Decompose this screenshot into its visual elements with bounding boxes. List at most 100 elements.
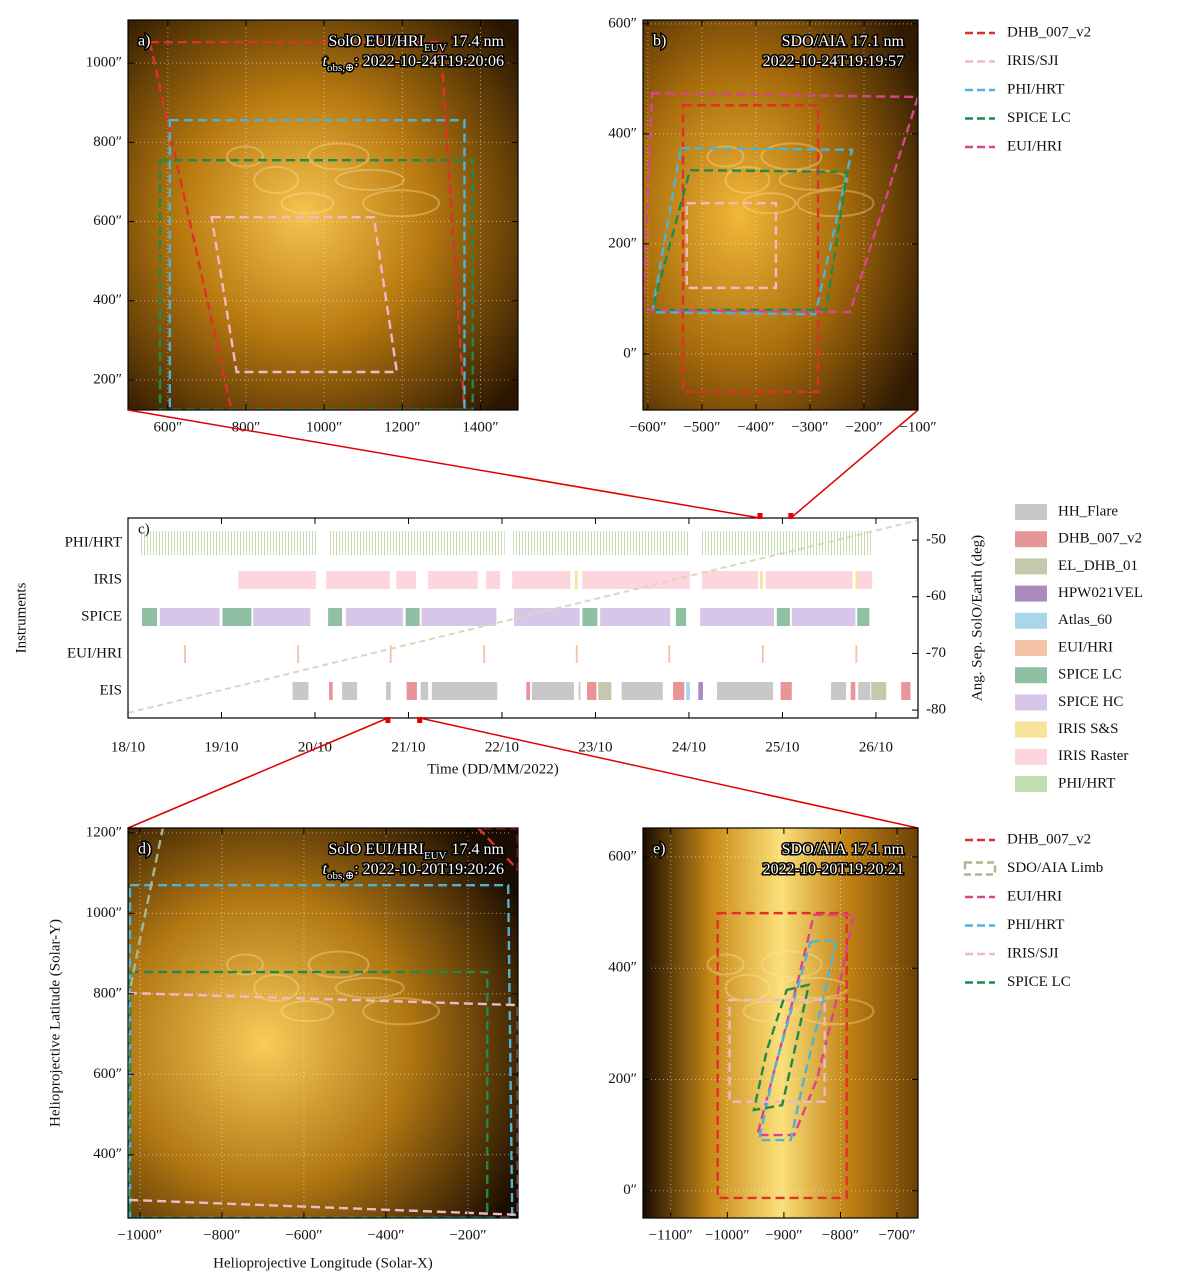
activity-bar <box>386 682 391 700</box>
image-panel <box>643 828 918 1218</box>
connector <box>419 717 919 829</box>
activity-bar <box>850 682 856 700</box>
legend-label: SDO/AIA Limb <box>1007 860 1103 876</box>
activity-bar <box>673 682 685 700</box>
activity-bar <box>578 682 581 700</box>
fov-outline <box>650 168 849 312</box>
legend-label: EL_DHB_01 <box>1058 558 1138 574</box>
frame <box>642 19 919 411</box>
activity-bar <box>326 571 390 589</box>
activity-bar <box>328 531 505 555</box>
activity-bar <box>686 682 690 700</box>
image-panel <box>643 20 918 410</box>
legend-label: DHB_007_v2 <box>1007 831 1091 847</box>
activity-bar <box>514 608 580 626</box>
obs-marker <box>757 513 763 519</box>
y-tick-label: 600″ <box>608 15 637 31</box>
fov-outline <box>128 970 489 1218</box>
image-panel <box>128 828 518 1218</box>
fov-outline <box>158 158 474 410</box>
bright-structure <box>796 997 875 1026</box>
solar-image <box>128 828 518 1218</box>
y-tick-label: 1200″ <box>86 824 122 840</box>
fov-outline <box>476 828 518 872</box>
legend-swatch <box>1015 558 1047 575</box>
x-tick-label: −300″ <box>791 419 828 435</box>
obs-time-value: 2022-10-20T19:20:21 <box>763 861 904 878</box>
bright-structure <box>362 997 440 1026</box>
y-tick-label: 0″ <box>623 345 637 361</box>
obs-time: 2022-10-20T19:20:21 <box>763 861 904 878</box>
bright-structure <box>760 950 823 979</box>
y-tick-label: 800″ <box>93 134 122 150</box>
activity-bar <box>791 608 856 626</box>
legend-label: SPICE LC <box>1007 974 1071 990</box>
activity-bar <box>142 608 157 626</box>
panel-label: b) <box>653 33 666 50</box>
x-tick-label: −100″ <box>899 419 936 435</box>
obs-marker <box>385 717 391 723</box>
legend-swatch <box>1015 612 1047 629</box>
bright-structure <box>307 950 370 979</box>
activity-bar <box>668 645 671 663</box>
instrument-sub: EUV <box>424 42 447 54</box>
activity-bar <box>776 608 790 626</box>
activity-bar <box>140 531 316 555</box>
bright-structure <box>253 973 300 1002</box>
obs-marker <box>788 513 794 519</box>
activity-bar <box>297 645 300 663</box>
activity-bar <box>512 571 571 589</box>
t-sub: obs,⊕ <box>327 62 354 74</box>
obs-time-value: 2022-10-24T19:19:57 <box>763 53 904 70</box>
legend-label: IRIS/SJI <box>1007 53 1059 69</box>
legend-label: EUI/HRI <box>1058 639 1113 655</box>
x-tick-label: 25/10 <box>765 739 799 755</box>
x-tick-label: 800″ <box>232 419 261 435</box>
y2-tick-label: -70 <box>926 645 946 661</box>
activity-bar <box>857 608 870 626</box>
wavelength: 17.1 nm <box>852 33 905 50</box>
fov-outline <box>716 911 848 1200</box>
activity-bar <box>526 682 531 700</box>
legend-label: PHI/HRT <box>1007 917 1064 933</box>
legend-label: IRIS/SJI <box>1007 945 1059 961</box>
activity-bar <box>761 645 764 663</box>
x-tick-label: −800″ <box>822 1227 859 1243</box>
connector <box>127 717 389 829</box>
bright-structure <box>796 189 875 218</box>
x-tick-label: 20/10 <box>298 739 332 755</box>
bright-structure <box>334 168 405 191</box>
y2-tick-label: -60 <box>926 588 946 604</box>
activity-bar <box>858 571 873 589</box>
row-label: SPICE <box>81 608 122 624</box>
x-tick-label: −200″ <box>845 419 882 435</box>
legend-label: DHB_007_v2 <box>1058 531 1142 547</box>
t-symbol: t <box>323 53 328 70</box>
obs-time: 2022-10-24T19:19:57 <box>763 53 904 70</box>
y-tick-label: 600″ <box>93 1066 122 1082</box>
legend-label: HPW021VEL <box>1058 585 1143 601</box>
legend-label: PHI/HRT <box>1058 775 1115 791</box>
bright-structure <box>307 142 370 171</box>
x-axis-label: Helioprojective Longitude (Solar-X) <box>213 1255 433 1271</box>
y-tick-label: 1000″ <box>86 55 122 71</box>
x-tick-label: 18/10 <box>111 739 145 755</box>
obs-time: tobs,⊕: 2022-10-24T19:20:06 <box>323 53 504 74</box>
x-tick-label: −400″ <box>367 1227 404 1243</box>
frame <box>127 517 919 719</box>
y-tick-label: 600″ <box>93 213 122 229</box>
bright-structure <box>760 142 823 171</box>
activity-bar <box>253 608 311 626</box>
panel-label: a) <box>138 33 150 50</box>
y-tick-label: 0″ <box>623 1182 637 1198</box>
legend-swatch <box>1015 776 1047 792</box>
wavelength: 17.4 nm <box>452 33 505 50</box>
obs-time-value: : 2022-10-20T19:20:26 <box>354 861 504 878</box>
activity-bar <box>587 682 597 700</box>
activity-bar <box>292 682 309 700</box>
x-tick-label: −1000″ <box>118 1227 163 1243</box>
x-tick-label: −200″ <box>449 1227 486 1243</box>
row-label: EUI/HRI <box>67 645 122 661</box>
bright-structure <box>253 165 300 194</box>
